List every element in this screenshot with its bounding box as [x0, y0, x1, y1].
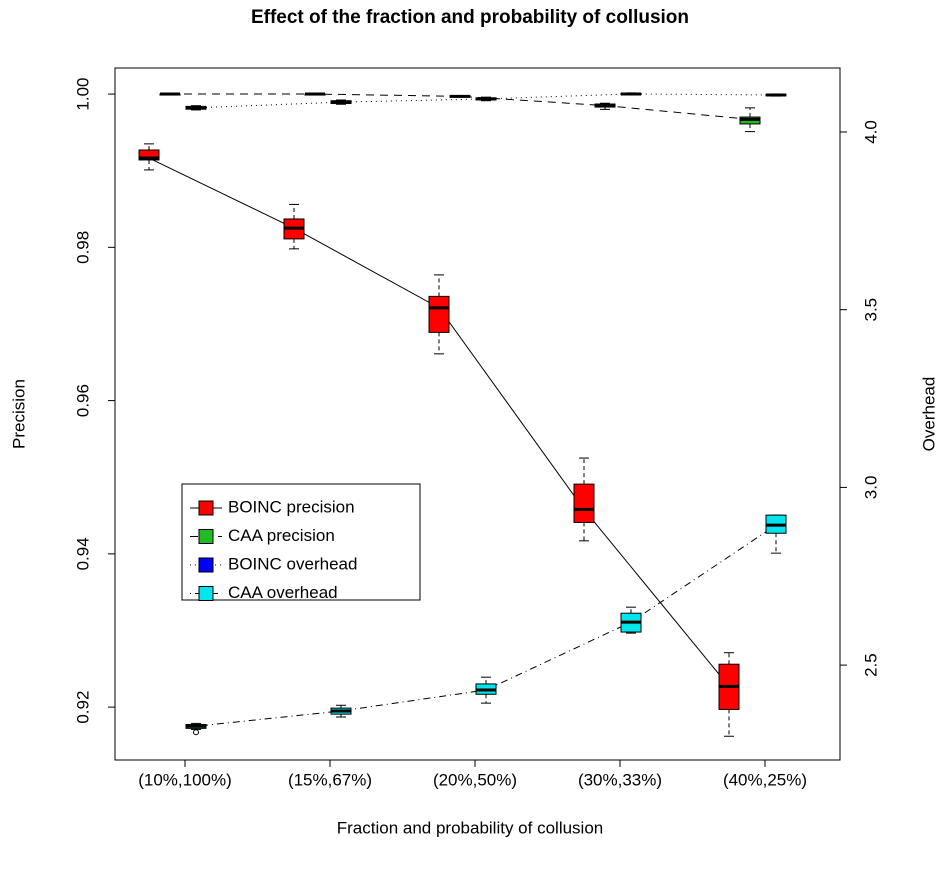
y-tick-label: 0.96 — [73, 384, 92, 417]
box — [620, 606, 642, 634]
y-tick-label: 0.92 — [73, 691, 92, 724]
legend-frame — [181, 483, 421, 601]
x-tick-label: (40%,25%) — [723, 770, 807, 789]
y2-axis-label: Overhead — [919, 377, 938, 452]
legend-swatch — [198, 557, 214, 573]
chart-title: Effect of the fraction and probability o… — [251, 7, 689, 28]
box — [283, 203, 305, 250]
legend-label: BOINC overhead — [228, 554, 357, 573]
box — [138, 143, 160, 171]
box-body — [573, 483, 595, 523]
box — [765, 93, 787, 97]
box — [428, 274, 450, 355]
box — [739, 107, 761, 133]
y-axis-label: Precision — [9, 379, 28, 449]
x-tick-label: (30%,33%) — [578, 770, 662, 789]
box — [185, 105, 207, 111]
box — [718, 652, 740, 737]
y2-tick-label: 2.5 — [861, 653, 880, 677]
box — [475, 676, 497, 704]
legend-label: CAA overhead — [228, 583, 338, 602]
outlier — [193, 729, 199, 736]
legend-label: CAA precision — [228, 526, 335, 545]
x-tick-label: (20%,50%) — [433, 770, 517, 789]
legend-swatch — [198, 500, 214, 516]
legend-swatch — [198, 586, 214, 601]
y2-tick-label: 4.0 — [861, 120, 880, 144]
y2-tick-label: 3.0 — [861, 476, 880, 500]
plot-frame — [114, 67, 841, 761]
box — [330, 99, 352, 105]
box-body — [428, 295, 450, 333]
legend-label: BOINC precision — [228, 497, 355, 516]
y2-tick-label: 3.5 — [861, 298, 880, 322]
box — [594, 102, 616, 110]
box — [159, 92, 181, 96]
legend: BOINC precision CAA precision BOINC overhe… — [181, 483, 421, 602]
box — [573, 457, 595, 542]
y-tick-label: 0.98 — [73, 231, 92, 264]
box — [185, 722, 207, 736]
box — [330, 704, 352, 718]
x-axis-label: Fraction and probability of collusion — [337, 818, 603, 837]
box-body — [138, 149, 160, 161]
y-tick-label: 1.00 — [73, 78, 92, 111]
box — [449, 94, 471, 98]
series-line — [170, 93, 751, 120]
y-tick-label: 0.94 — [73, 537, 92, 570]
box — [620, 92, 642, 96]
x-tick-label: (10%,100%) — [138, 770, 232, 789]
box — [765, 514, 787, 554]
series-line — [148, 157, 730, 687]
x-tick-label: (15%,67%) — [288, 770, 372, 789]
legend-swatch — [198, 529, 214, 544]
box — [475, 96, 497, 102]
box — [304, 92, 326, 96]
